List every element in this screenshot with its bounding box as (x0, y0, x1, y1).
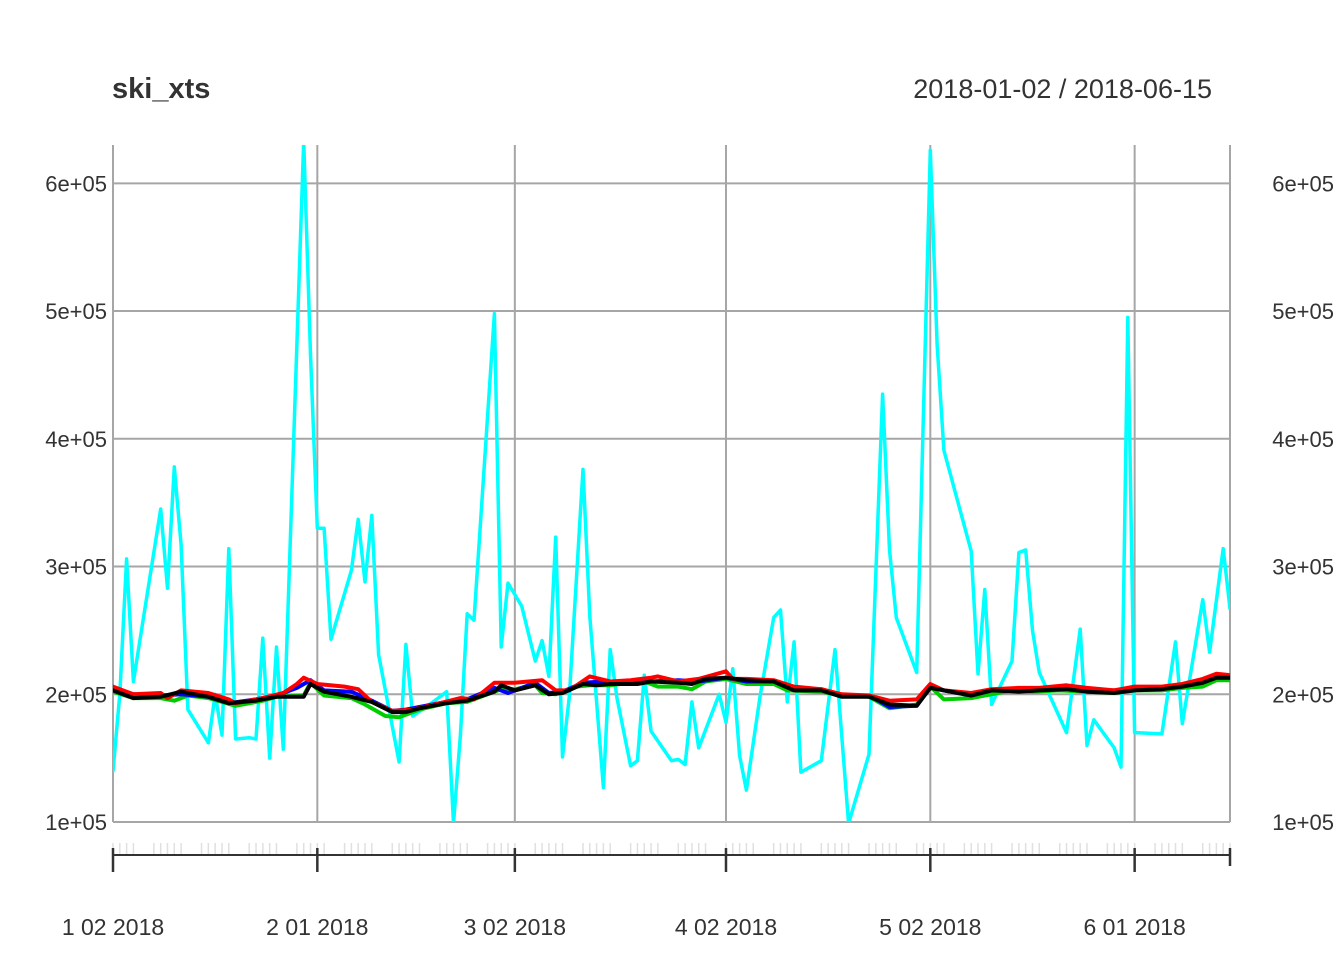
y-tick-label-right: 3e+05 (1272, 555, 1334, 580)
y-tick-label-left: 5e+05 (45, 299, 107, 324)
y-tick-label-left: 4e+05 (45, 427, 107, 452)
y-tick-label-right: 2e+05 (1272, 682, 1334, 707)
series-lines (113, 145, 1230, 822)
y-tick-label-left: 2e+05 (45, 682, 107, 707)
x-tick-label: 1 02 2018 (62, 914, 164, 940)
y-tick-label-right: 6e+05 (1272, 171, 1334, 196)
series-line-4 (113, 669, 1230, 713)
chart-title: ski_xts (112, 73, 210, 105)
series-line-1 (113, 145, 1230, 822)
y-tick-label-right: 5e+05 (1272, 299, 1334, 324)
x-tick-label: 6 01 2018 (1083, 914, 1185, 940)
series-line-5 (113, 675, 1230, 715)
x-tick-label: 4 02 2018 (675, 914, 777, 940)
x-tick-label: 2 01 2018 (266, 914, 368, 940)
y-tick-label-left: 6e+05 (45, 171, 107, 196)
y-tick-label-right: 4e+05 (1272, 427, 1334, 452)
date-range-label: 2018-01-02 / 2018-06-15 (913, 74, 1212, 104)
y-axis-labels: 1e+05 1e+05 2e+05 2e+05 3e+05 3e+05 4e+05 4e+05… (45, 171, 1334, 835)
y-tick-label-right: 1e+05 (1272, 810, 1334, 835)
y-tick-label-left: 3e+05 (45, 555, 107, 580)
y-tick-label-left: 1e+05 (45, 810, 107, 835)
x-axis: 1 02 2018 2 01 2018 3 02 2018 4 02 2018 5 02… (62, 843, 1232, 940)
x-tick-label: 5 02 2018 (879, 914, 981, 940)
x-tick-label: 3 02 2018 (464, 914, 566, 940)
